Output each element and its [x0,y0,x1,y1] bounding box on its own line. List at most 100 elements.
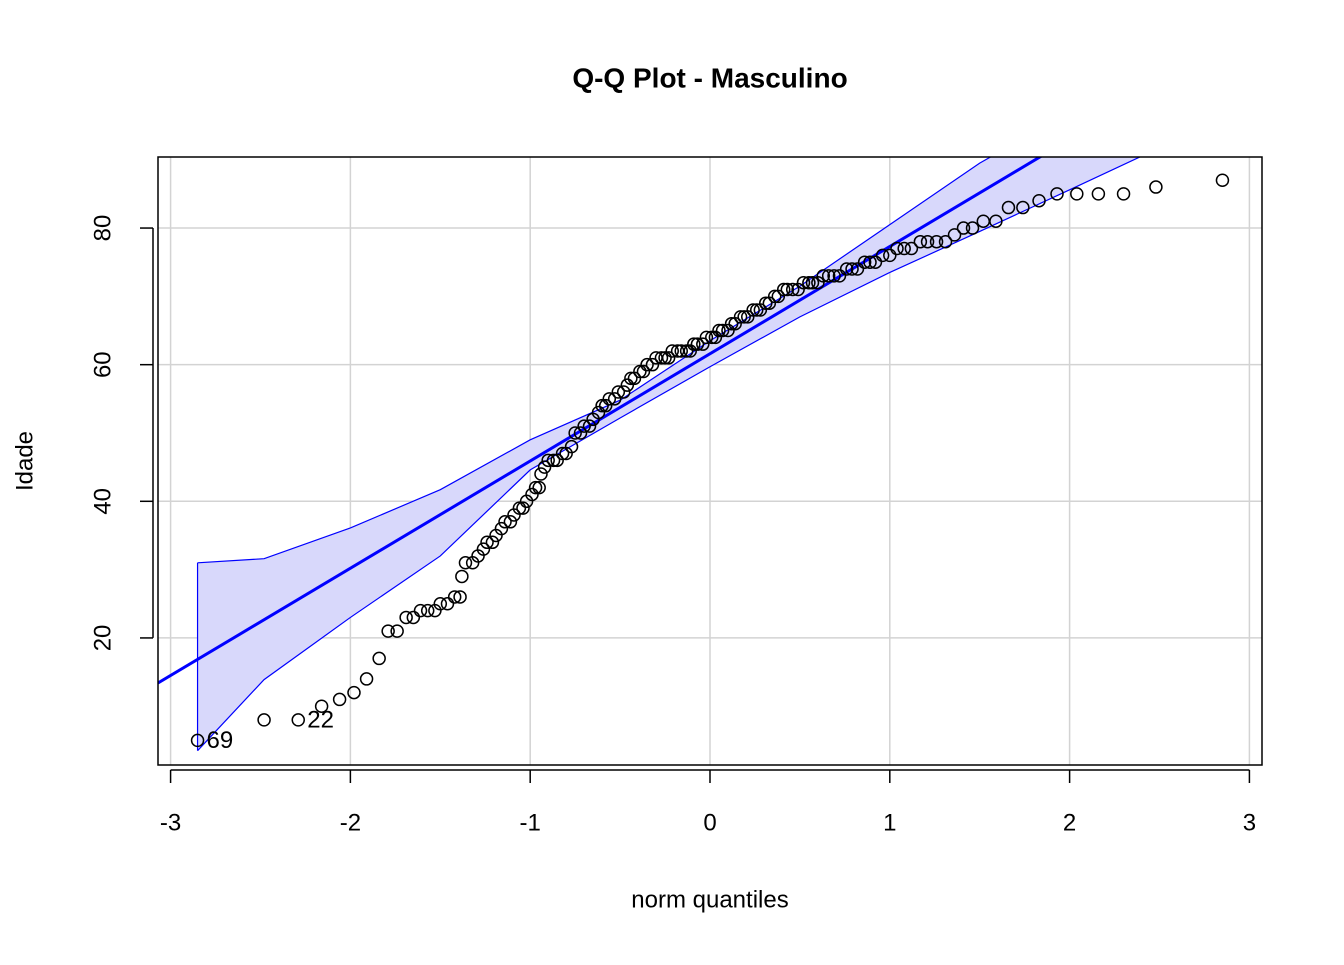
data-point [658,351,672,365]
plot-frame [157,156,1263,766]
data-point [816,269,831,283]
data-point [458,556,473,570]
data-point [534,467,548,481]
data-point [541,453,555,468]
data-point [839,262,854,276]
data-point [883,248,897,263]
data-point [674,344,688,358]
y-axis-label: Idade [11,431,38,491]
data-point [399,610,413,625]
data-point [314,699,329,713]
data-point [633,364,647,379]
data-point [1091,187,1106,201]
plot-area [158,157,1262,765]
data-point [440,597,455,611]
data-point [690,337,705,351]
data-point [863,255,877,269]
data-point [555,446,570,461]
data-point [715,323,730,338]
data-point [947,228,962,242]
data-point [913,234,928,249]
data-point [1016,200,1030,215]
data-point [827,269,841,283]
data-point [453,590,467,604]
data-point [577,419,591,433]
x-tick-label: 2 [1063,809,1076,836]
data-point [485,535,500,550]
data-point [699,330,714,345]
data-point [796,275,811,290]
x-axis-label: norm quantiles [631,886,788,913]
y-tick-label: 20 [89,625,116,652]
y-tick-label: 60 [89,351,116,378]
data-point [868,255,883,269]
data-point [1116,187,1131,201]
data-point [390,624,404,638]
data-point [1032,193,1046,208]
data-point [607,392,622,406]
data-point [989,214,1003,228]
data-point [857,255,872,269]
data-point [640,357,654,372]
data-point [455,569,469,584]
data-point [758,296,773,310]
data-point [645,357,660,372]
data-point [654,351,669,365]
data-point [1050,187,1064,201]
data-point [494,521,509,536]
data-point [568,426,582,440]
data-point [904,241,919,256]
data-point [447,590,462,604]
data-point [749,303,764,317]
data-point [776,282,791,297]
y-tick-label: 40 [89,488,116,515]
point-label: 69 [207,727,234,754]
data-point [679,344,694,358]
data-point [785,282,800,297]
data-point [929,234,944,249]
data-point [696,337,710,351]
data-point [661,351,676,365]
data-point [636,364,651,379]
data-point [890,241,904,256]
reference-line [158,157,1043,685]
data-point [956,221,971,235]
data-point [433,597,448,611]
data-point [516,501,530,515]
x-tick-label: -1 [520,809,541,836]
data-point [746,303,760,317]
data-point [721,323,735,338]
data-point [532,480,546,495]
data-point [832,269,847,283]
y-tick-label: 80 [89,215,116,242]
data-point [528,480,543,495]
data-point [897,241,911,256]
data-point [737,310,751,324]
data-point [190,733,205,748]
data-point [611,385,626,399]
data-point [498,515,512,529]
data-point [938,234,953,249]
data-point [480,535,494,550]
data-point [359,672,374,686]
data-point [591,405,606,420]
data-point [687,337,701,351]
data-point [683,344,697,358]
data-point [598,398,613,413]
data-point [616,385,631,399]
x-tick-label: -3 [160,809,181,836]
data-point [573,426,588,440]
data-point [381,624,395,638]
data-point [595,398,609,413]
data-point [503,515,518,529]
x-tick-label: -2 [340,809,361,836]
data-point [708,330,723,345]
data-point [347,685,361,700]
data-point [413,603,428,618]
data-point [372,651,386,666]
point-label: 22 [307,706,334,733]
band-lower [197,157,1142,752]
data-point [564,439,579,454]
data-point [525,487,539,502]
